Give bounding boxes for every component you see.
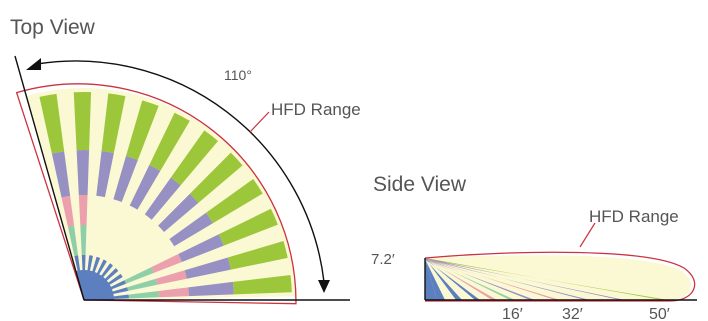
side-view-range-label: HFD Range [589,207,679,226]
top-range-leader [249,111,270,133]
top-near-segment [155,270,187,285]
top-middle-segment [188,281,234,297]
top-origin-zone [75,270,114,300]
top-far-segment [206,179,263,224]
top-middle-segment [184,257,231,279]
top-middle-segment [96,151,114,198]
top-close-segment [127,278,158,291]
side-view-coverage-fan [424,251,696,302]
top-far-segment [170,130,219,186]
angle-arrowhead-left [26,58,41,70]
top-middle-segment [178,234,224,262]
top-far-segment [126,100,159,160]
top-far-segment [101,93,126,154]
top-far-segment [73,92,92,151]
top-near-segment [78,195,88,226]
top-near-segment [158,287,189,298]
side-view-range-outline [424,251,696,302]
top-far-segment [39,93,65,154]
angle-arc [36,60,325,283]
distance-label-16: 16′ [502,306,523,321]
top-far-segment [218,208,278,246]
top-far-segment [189,152,243,203]
top-middle-segment [158,193,199,233]
top-far-segment [227,241,288,270]
top-far-segment [232,274,292,295]
distance-label-50: 50′ [649,306,670,321]
top-close-segment [67,225,79,257]
side-range-leader [579,222,596,248]
top-view-coverage-fan [15,83,297,305]
top-close-segment [124,267,154,284]
top-close-segment [80,225,87,256]
top-middle-segment [76,150,90,196]
top-view-range-label: HFD Range [271,100,361,119]
angle-label: 110° [224,67,252,83]
mount-height-label: 7.2′ [371,251,395,268]
top-near-segment [61,195,75,227]
top-near-segment [151,253,182,273]
top-middle-segment [113,156,138,202]
top-close-segment [128,290,159,299]
top-middle-segment [51,151,71,198]
top-view-range-outline [15,83,297,305]
side-view-title: Side View [373,173,467,196]
distance-label-32: 32′ [562,306,583,321]
top-middle-segment [144,177,181,220]
side-background-zone [425,255,691,300]
top-far-segment [149,112,190,171]
top-middle-segment [129,164,161,210]
side-innermost-ray [425,258,445,300]
side-origin-zone [425,258,437,300]
angle-arrowhead-bottom [318,280,330,293]
top-view-title: Top View [10,16,96,39]
top-middle-segment [169,212,213,247]
top-view-left-edge [14,55,85,301]
